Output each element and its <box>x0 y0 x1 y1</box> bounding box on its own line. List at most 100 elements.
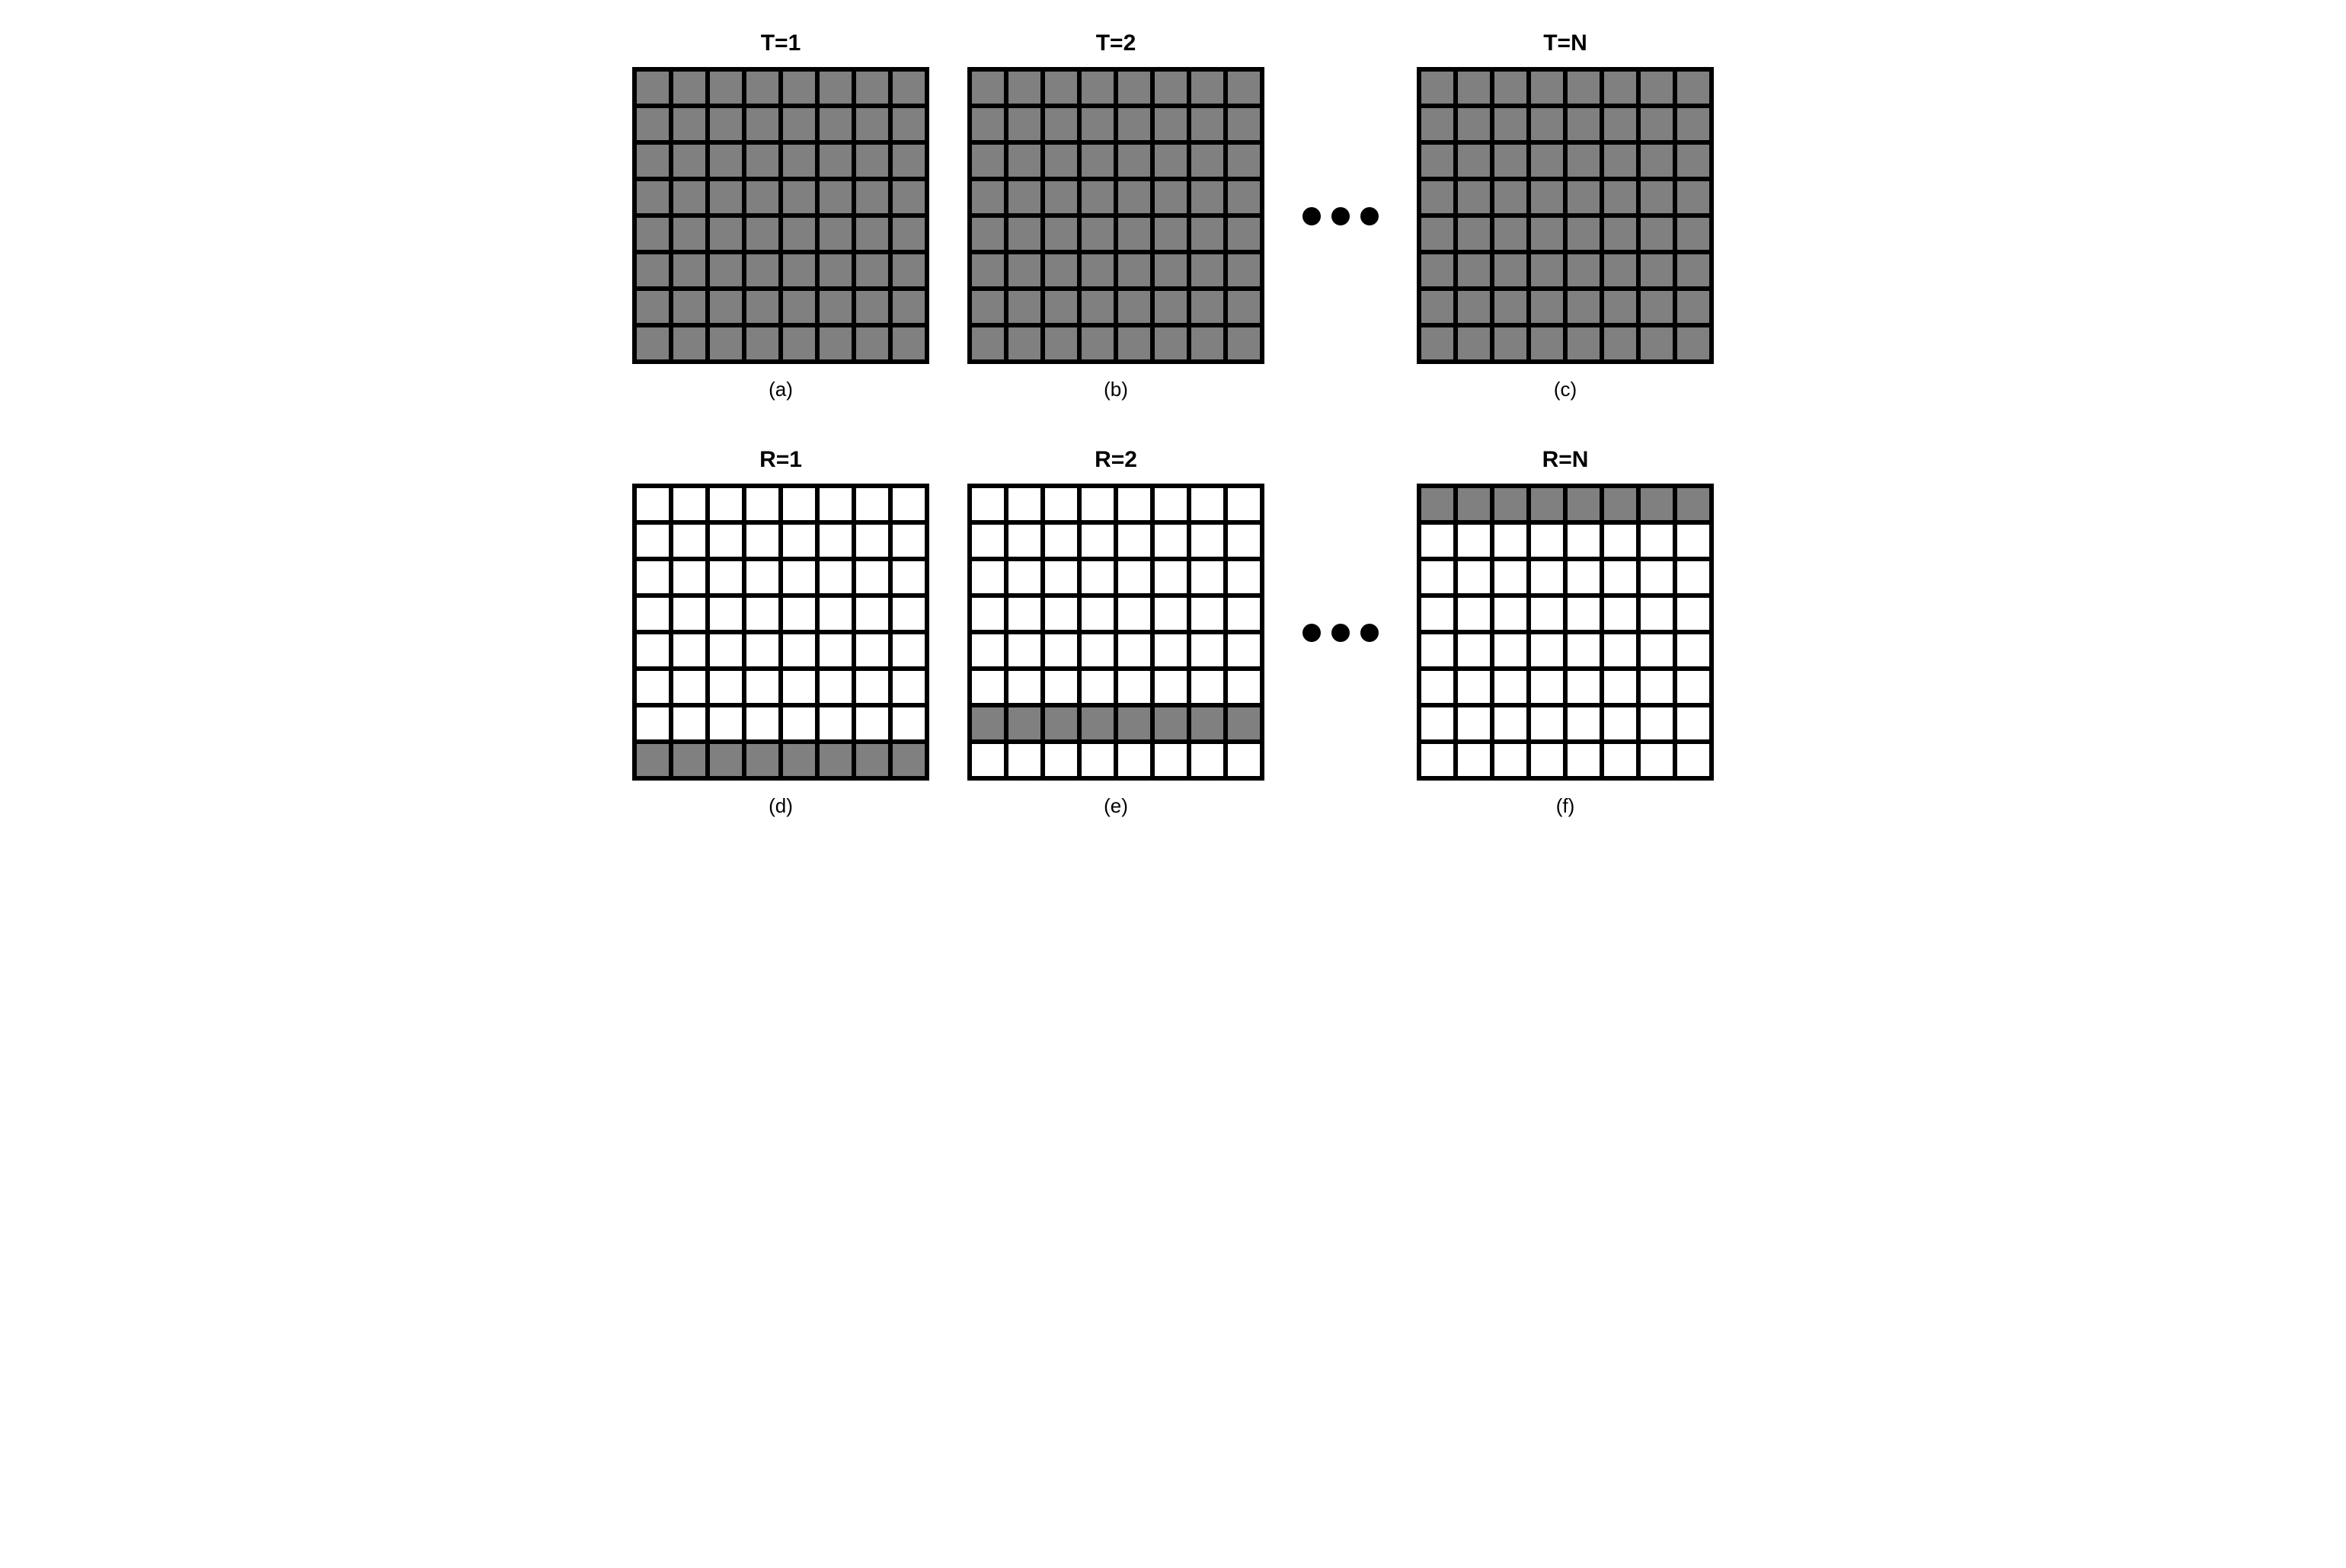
grid <box>1417 484 1714 781</box>
grid-cell <box>708 522 744 559</box>
grid-cell <box>1189 252 1226 289</box>
grid-cell <box>1456 142 1492 179</box>
grid-cell <box>970 179 1006 216</box>
grid-cell <box>1419 742 1456 778</box>
grid-cell <box>744 179 781 216</box>
grid-cell <box>970 596 1006 632</box>
grid-cell <box>1152 486 1189 522</box>
grid-cell <box>1492 522 1529 559</box>
grid-cell <box>744 486 781 522</box>
grid-cell <box>1638 742 1675 778</box>
grid-cell <box>1189 325 1226 362</box>
grid-cell <box>744 632 781 669</box>
grid-cell <box>744 252 781 289</box>
grid-cell <box>1152 669 1189 705</box>
panel-caption: (e) <box>1104 794 1128 818</box>
grid-cell <box>1529 142 1565 179</box>
grid-cell <box>1043 142 1079 179</box>
grid-cell <box>1456 559 1492 596</box>
grid-cell <box>671 669 708 705</box>
grid-cell <box>854 486 890 522</box>
grid-cell <box>671 486 708 522</box>
grid-cell <box>1152 596 1189 632</box>
grid-cell <box>1638 522 1675 559</box>
grid-cell <box>1006 669 1043 705</box>
grid-cell <box>1189 69 1226 106</box>
grid-cell <box>1529 669 1565 705</box>
grid-cell <box>1602 325 1638 362</box>
grid-cell <box>1492 69 1529 106</box>
grid-cell <box>1419 522 1456 559</box>
panel-caption: (a) <box>769 378 793 401</box>
grid-cell <box>1006 742 1043 778</box>
grid-cell <box>1638 252 1675 289</box>
grid-cell <box>671 106 708 142</box>
grid-cell <box>1675 669 1712 705</box>
grid-cell <box>1006 106 1043 142</box>
grid-cell <box>1006 179 1043 216</box>
grid-cell <box>1456 289 1492 325</box>
grid-cell <box>970 632 1006 669</box>
grid-cell <box>817 705 854 742</box>
grid-cell <box>1565 216 1602 252</box>
grid-cell <box>817 325 854 362</box>
grid <box>632 484 929 781</box>
grid-cell <box>1602 216 1638 252</box>
grid-cell <box>1152 632 1189 669</box>
grid-cell <box>1189 179 1226 216</box>
grid-cell <box>1602 559 1638 596</box>
grid-cell <box>890 69 927 106</box>
grid-cell <box>1492 486 1529 522</box>
grid-cell <box>1675 325 1712 362</box>
grid-cell <box>1529 289 1565 325</box>
grid-cell <box>671 289 708 325</box>
grid-cell <box>671 742 708 778</box>
grid-cell <box>1638 69 1675 106</box>
panel-caption: (d) <box>769 794 793 818</box>
grid-cell <box>890 742 927 778</box>
grid-cell <box>1152 142 1189 179</box>
grid-cell <box>1152 522 1189 559</box>
grid-cell <box>1602 179 1638 216</box>
grid-cell <box>1043 486 1079 522</box>
grid-cell <box>890 632 927 669</box>
grid-cell <box>1638 289 1675 325</box>
grid-cell <box>781 216 817 252</box>
figure-row: R=1(d)R=2(e)R=N(f) <box>632 447 1714 818</box>
grid-cell <box>1043 705 1079 742</box>
grid-cell <box>1226 596 1262 632</box>
grid-cell <box>970 142 1006 179</box>
grid-cell <box>1638 559 1675 596</box>
grid-cell <box>634 106 671 142</box>
grid-cell <box>1675 559 1712 596</box>
grid-cell <box>1565 742 1602 778</box>
grid-cell <box>1565 705 1602 742</box>
grid-cell <box>1675 69 1712 106</box>
ellipsis-dot <box>1360 624 1379 642</box>
grid-cell <box>1226 289 1262 325</box>
figure-root: T=1(a)T=2(b)T=N(c)R=1(d)R=2(e)R=N(f) <box>30 30 2316 818</box>
grid-cell <box>1638 106 1675 142</box>
grid-cell <box>1152 559 1189 596</box>
grid-cell <box>890 252 927 289</box>
grid-cell <box>1675 289 1712 325</box>
grid-cell <box>1079 289 1116 325</box>
grid <box>632 67 929 364</box>
grid-cell <box>1419 632 1456 669</box>
grid-cell <box>1043 559 1079 596</box>
grid-cell <box>1529 705 1565 742</box>
grid-cell <box>1565 289 1602 325</box>
ellipsis-dot <box>1302 207 1321 225</box>
grid-cell <box>970 742 1006 778</box>
grid-cell <box>1638 179 1675 216</box>
grid-cell <box>744 522 781 559</box>
grid-cell <box>1456 216 1492 252</box>
grid-cell <box>970 216 1006 252</box>
grid-cell <box>1602 289 1638 325</box>
panel-caption: (b) <box>1104 378 1128 401</box>
grid-cell <box>1565 669 1602 705</box>
grid-cell <box>854 669 890 705</box>
grid-cell <box>1189 559 1226 596</box>
grid-cell <box>1602 69 1638 106</box>
grid-cell <box>781 742 817 778</box>
